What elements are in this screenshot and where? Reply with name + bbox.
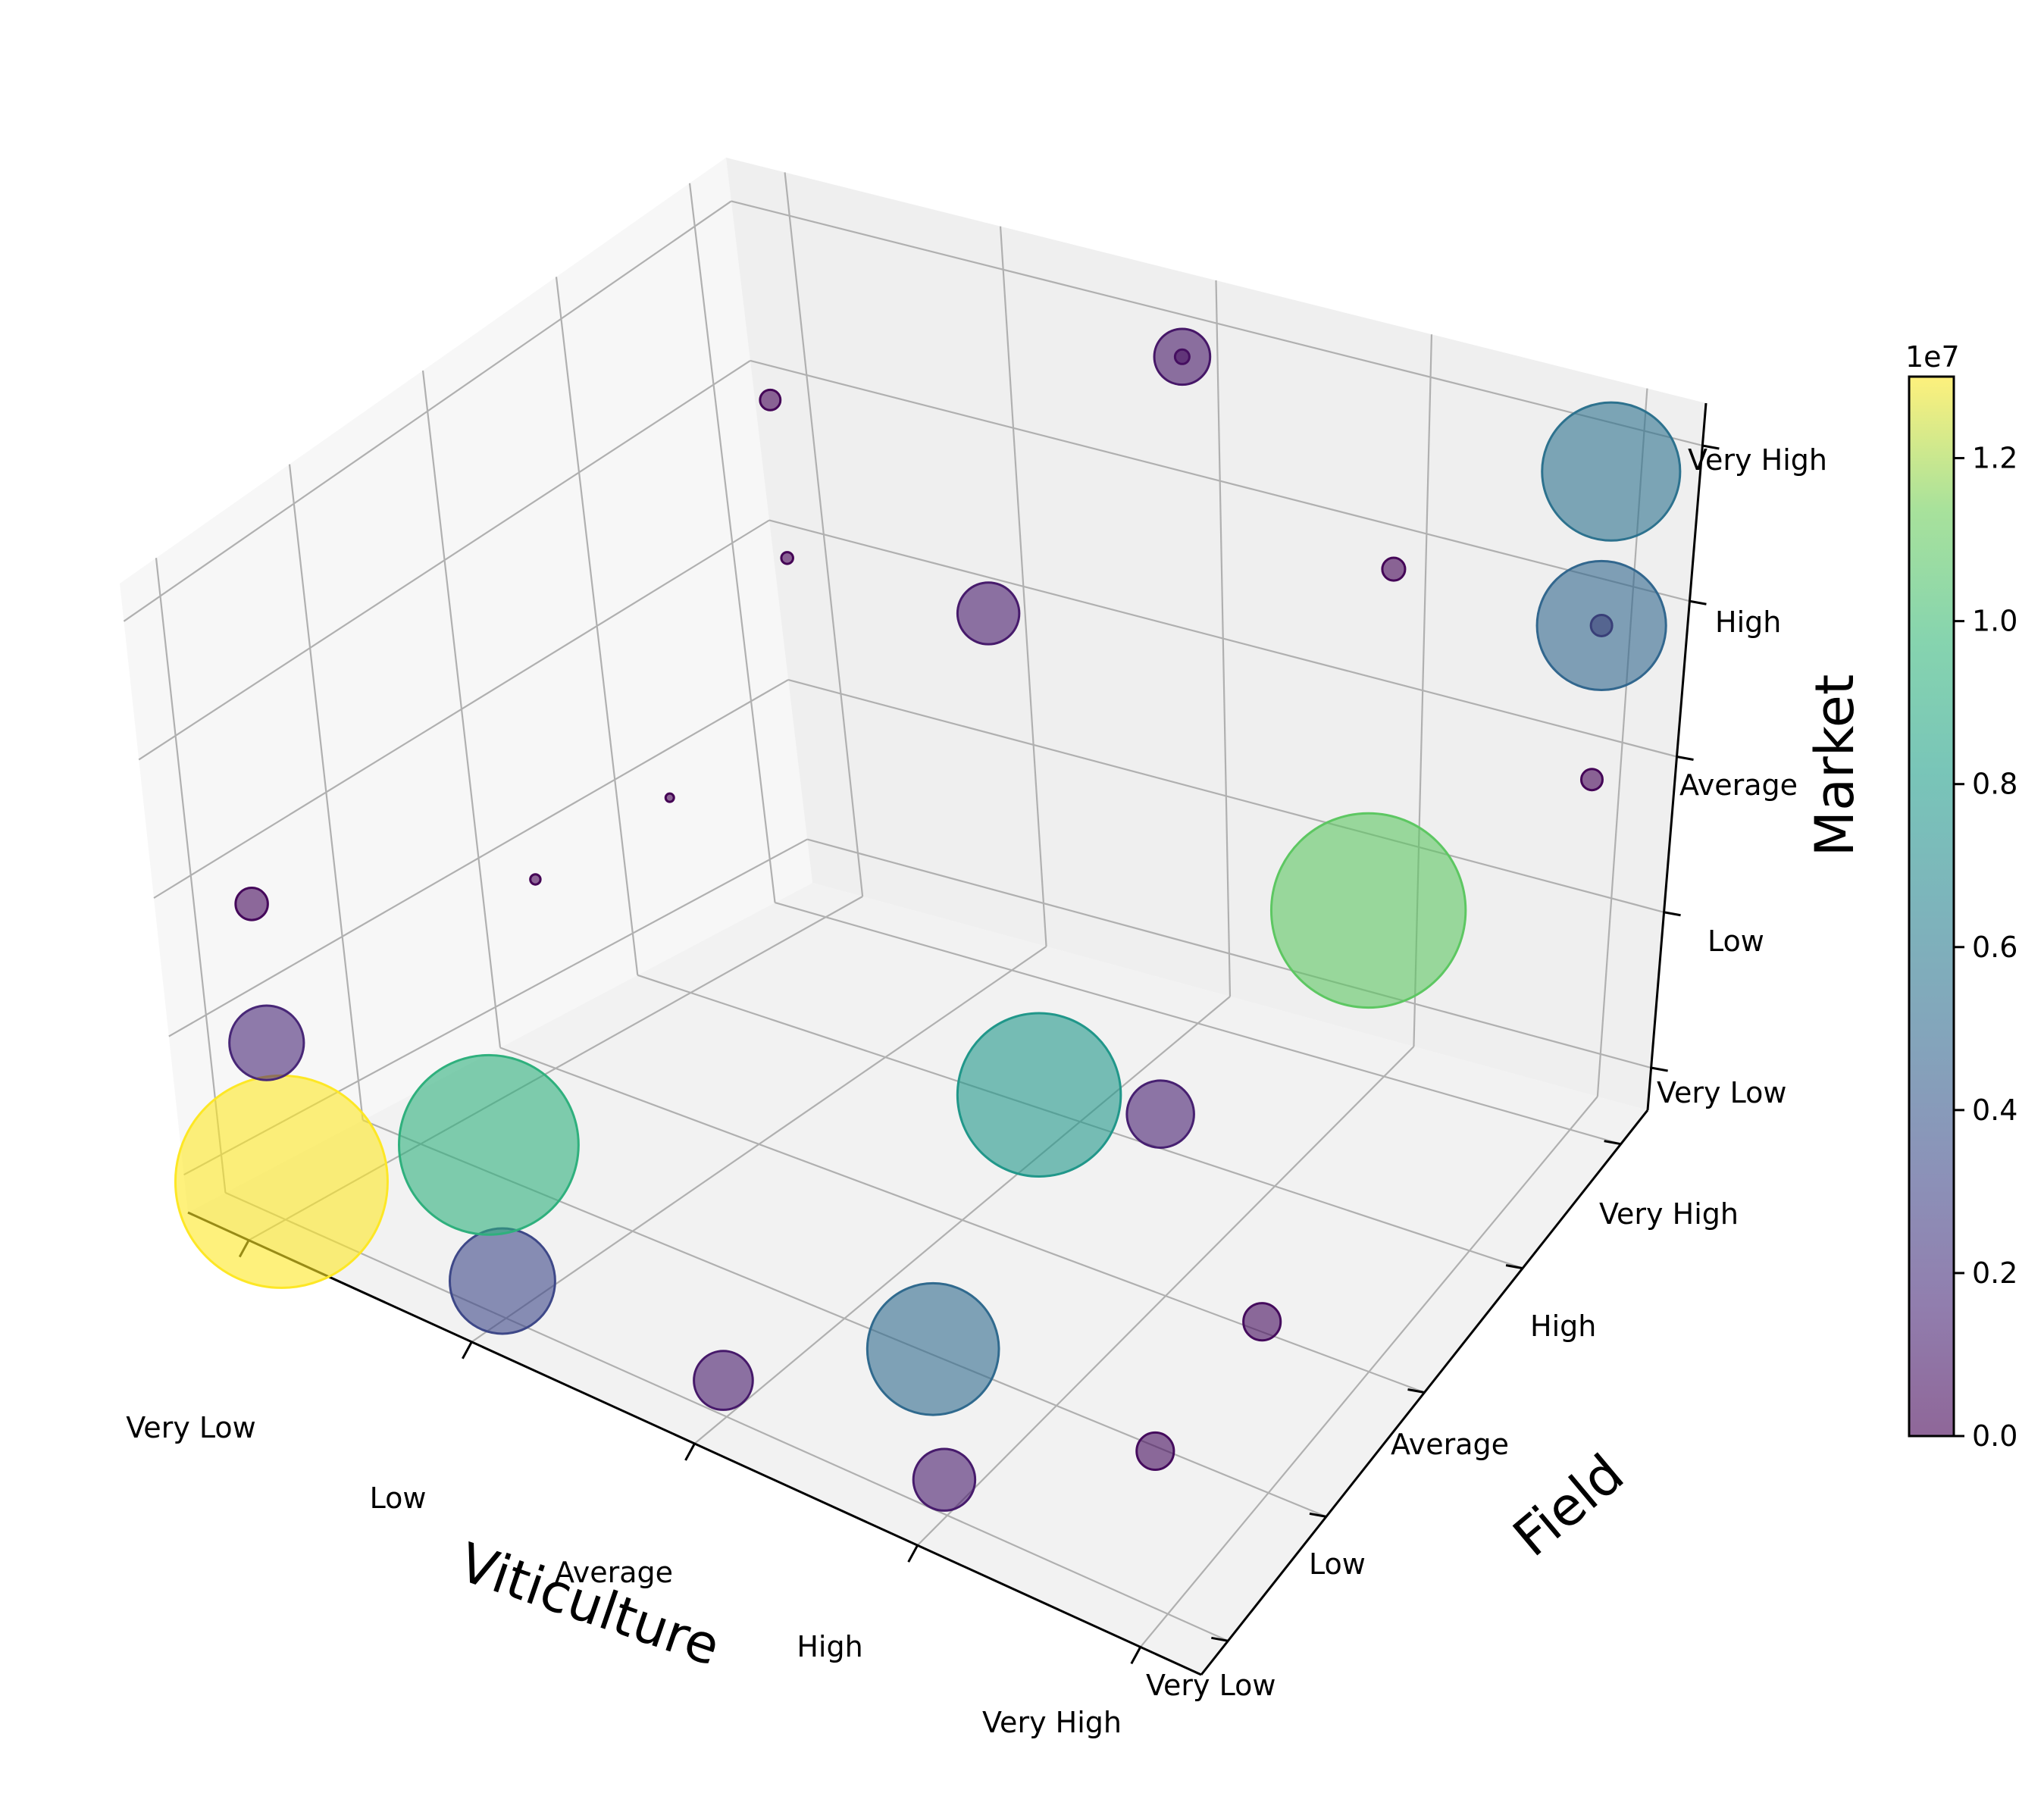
colorbar-tick-label: 0.4	[1972, 1094, 2017, 1127]
bubble-point	[693, 1350, 754, 1411]
x-ticks: Very Low Low Average High Very High	[126, 1411, 1122, 1739]
z-tick-mark	[1664, 911, 1681, 917]
bubble-point	[448, 1227, 556, 1335]
z-tick-mark	[1689, 599, 1707, 605]
bubble-point	[228, 1004, 305, 1081]
z-ticks: Very Low Low Average High Very High	[1657, 443, 1827, 1109]
x-tick-mark	[462, 1341, 473, 1360]
colorbar-tick-label: 0.0	[1972, 1419, 2017, 1453]
colorbar-tick-label: 0.8	[1972, 768, 2017, 801]
grid-line	[688, 183, 776, 903]
y-tick-mark	[1604, 1140, 1621, 1146]
back-pane	[726, 158, 1706, 1110]
grid-line	[768, 519, 1677, 758]
grid-line	[123, 200, 732, 622]
colorbar-tick-label: 1.0	[1972, 605, 2017, 638]
y-tick-label: Low	[1309, 1547, 1366, 1581]
data-points	[174, 327, 1682, 1512]
bubble-point	[1125, 1079, 1195, 1149]
x-tick-label: High	[797, 1630, 862, 1663]
grid-line	[775, 902, 1621, 1145]
bubble-point	[398, 1053, 580, 1236]
y-tick-mark	[1309, 1512, 1327, 1518]
colorbar: 1e7 0.0 0.2 0.4 0.6 0.8 1.0 1.2	[1905, 340, 2017, 1453]
x-tick-mark	[684, 1443, 696, 1461]
grid-line	[1139, 1096, 1598, 1648]
colorbar-tick-label: 1.2	[1972, 442, 2017, 475]
grid-line	[916, 1046, 1415, 1546]
bubble-point	[956, 581, 1021, 646]
grid-line	[731, 200, 1703, 447]
grid-line	[750, 359, 1690, 602]
y-tick-label: Very Low	[1146, 1669, 1276, 1702]
y-tick-mark	[1407, 1388, 1425, 1394]
colorbar-gradient	[1908, 375, 1955, 1438]
bubble-point	[1269, 812, 1467, 1009]
y-tick-label: Very High	[1599, 1197, 1739, 1231]
z-tick-mark	[1651, 1066, 1668, 1072]
y-ticks: Very Low Low Average High Very High	[1146, 1197, 1739, 1702]
bubble-point	[759, 388, 782, 411]
colorbar-tick-label: 0.6	[1972, 931, 2017, 964]
x-tick-label: Very Low	[126, 1411, 255, 1444]
z-tick-label: High	[1715, 605, 1781, 639]
bubble-point	[956, 1012, 1122, 1178]
x-tick-mark	[907, 1544, 919, 1563]
colorbar-offset-text: 1e7	[1905, 340, 1960, 374]
bubble-point	[780, 551, 794, 565]
bubble-point	[234, 887, 269, 921]
z-tick-label: Very High	[1688, 443, 1827, 477]
z-tick-label: Average	[1679, 768, 1798, 802]
bubble-point	[174, 1074, 389, 1289]
x-axis-label: Viticulture	[452, 1531, 728, 1678]
left-pane	[120, 158, 812, 1212]
y-axis-label: Field	[1501, 1442, 1635, 1569]
y-tick-mark	[1211, 1636, 1229, 1642]
bubble-point	[1541, 401, 1682, 542]
x-tick-mark	[1130, 1646, 1142, 1665]
y-tick-mark	[1505, 1264, 1523, 1270]
bubble-point	[529, 873, 542, 886]
bubble-point	[1242, 1302, 1282, 1342]
bubble-point	[664, 792, 675, 803]
z-tick-mark	[1702, 444, 1720, 450]
bubble-point	[1381, 556, 1407, 582]
z-tick-label: Low	[1708, 925, 1764, 958]
x-tick-label: Average	[555, 1556, 673, 1589]
bubble-point	[912, 1447, 977, 1512]
y-tick-label: Average	[1391, 1428, 1509, 1461]
y-tick-label: High	[1530, 1309, 1596, 1343]
z-tick-mark	[1676, 756, 1694, 761]
x-tick-label: Very High	[982, 1706, 1122, 1739]
x-tick-label: Low	[370, 1482, 427, 1515]
bubble-point	[865, 1281, 1000, 1416]
grid-line	[555, 277, 639, 975]
bubble-point	[1579, 768, 1604, 792]
bubble-point	[1135, 1431, 1175, 1472]
z-axis-label: Market	[1804, 674, 1866, 857]
z-tick-label: Very Low	[1657, 1076, 1786, 1109]
grid-line	[153, 519, 770, 899]
grid-line	[138, 360, 751, 761]
bubble-point	[1153, 327, 1212, 386]
bubble-point	[1535, 559, 1667, 692]
colorbar-ticks: 0.0 0.2 0.4 0.6 0.8 1.0 1.2	[1954, 442, 2017, 1453]
colorbar-tick-label: 0.2	[1972, 1256, 2017, 1290]
